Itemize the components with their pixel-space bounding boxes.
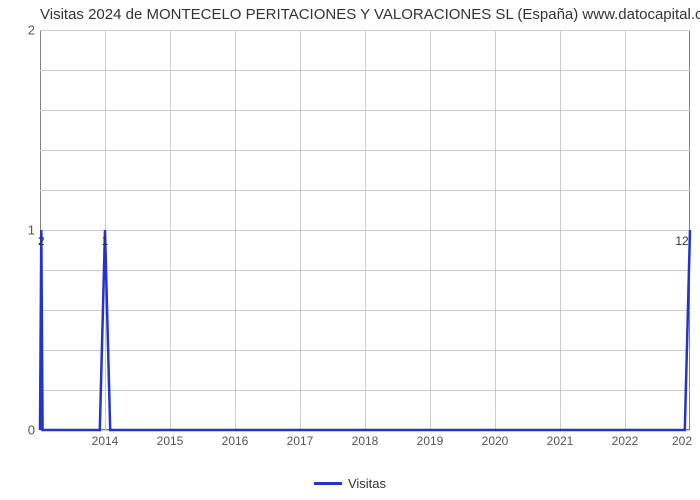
x-tick-label: 2022: [612, 434, 639, 448]
value-label: 1: [102, 234, 109, 248]
x-tick-label-edge: 202: [672, 434, 692, 448]
x-tick-label: 2015: [157, 434, 184, 448]
x-tick-label: 2020: [482, 434, 509, 448]
x-tick-label: 2017: [287, 434, 314, 448]
chart-container: Visitas 2024 de MONTECELO PERITACIONES Y…: [0, 0, 700, 500]
y-tick-label: 0: [5, 423, 35, 438]
chart-title: Visitas 2024 de MONTECELO PERITACIONES Y…: [40, 6, 700, 23]
legend-swatch: [314, 482, 342, 485]
x-tick-label: 2019: [417, 434, 444, 448]
legend-label: Visitas: [348, 476, 386, 491]
y-tick-label: 1: [5, 223, 35, 238]
x-tick-label: 2018: [352, 434, 379, 448]
value-label: 2: [38, 234, 45, 248]
x-tick-label: 2016: [222, 434, 249, 448]
legend: Visitas: [0, 472, 700, 491]
series-line: [40, 230, 690, 430]
value-label: 12: [675, 234, 688, 248]
y-tick-label: 2: [5, 23, 35, 38]
x-tick-label: 2014: [92, 434, 119, 448]
x-tick-label: 2021: [547, 434, 574, 448]
plot-area: 2 1 12: [40, 30, 690, 430]
line-series: [40, 30, 690, 430]
